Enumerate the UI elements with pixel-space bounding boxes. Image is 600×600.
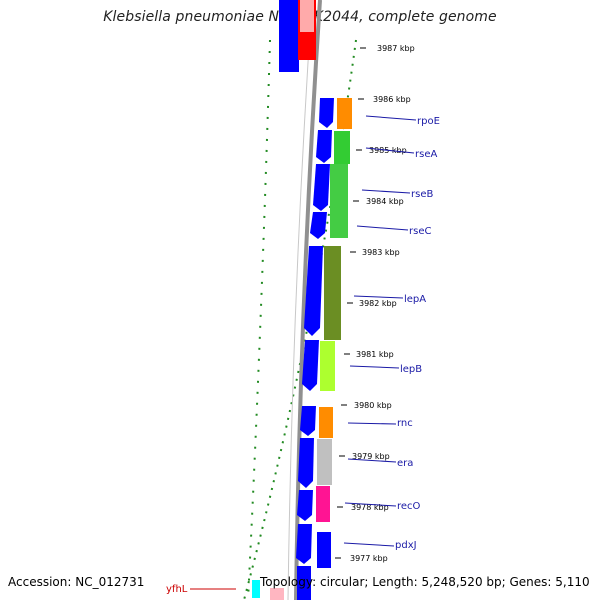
feature-block-top-pink (300, 0, 314, 32)
feature-pink (270, 588, 284, 600)
feature-cyan (252, 580, 260, 598)
gene-label-rseB[interactable]: rseB (411, 189, 433, 200)
cds-rseB (313, 164, 330, 211)
backbone-arc-inner (287, 0, 313, 600)
cds-lepA (304, 246, 323, 336)
tick-label: 3986 kbp (373, 95, 411, 104)
cds-rseC (310, 212, 327, 239)
gene-leaders (343, 115, 417, 547)
gene-label-lepA[interactable]: lepA (404, 294, 426, 305)
backbone-arc (294, 0, 322, 600)
gene-label-pdxJ[interactable]: pdxJ (395, 540, 417, 551)
tick-label: 3981 kbp (356, 350, 394, 359)
gene-label-recO[interactable]: recO (397, 501, 421, 512)
cds-recO (297, 490, 313, 521)
cds-era (298, 438, 314, 488)
gene-label-rseA[interactable]: rseA (415, 149, 437, 160)
genome-summary: Topology: circular; Length: 5,248,520 bp… (260, 575, 590, 589)
cds-bottom (297, 566, 311, 600)
cds-rnc (300, 406, 316, 436)
gene-label-era[interactable]: era (397, 458, 413, 469)
tick-label: 3979 kbp (352, 452, 390, 461)
gene-label-yfhL[interactable]: yfhL (166, 584, 188, 595)
tick-label: 3987 kbp (377, 44, 415, 53)
tick-label: 3980 kbp (354, 401, 392, 410)
scale-ticks (335, 47, 366, 559)
cds-strand2-top (317, 532, 331, 568)
tick-label: 3984 kbp (366, 197, 404, 206)
cds-pdxJ (296, 524, 312, 564)
tick-label: 3977 kbp (350, 554, 388, 563)
gene-label-lepB[interactable]: lepB (400, 364, 422, 375)
gene-label-rseC[interactable]: rseC (409, 226, 431, 237)
gene-label-rnc[interactable]: rnc (397, 418, 413, 429)
feature-block-top (279, 0, 299, 72)
tick-label: 3983 kbp (362, 248, 400, 257)
cds-lepB (302, 340, 319, 391)
gc-skew-inner-track (247, 39, 271, 600)
cog-track (316, 98, 352, 522)
tick-label: 3982 kbp (359, 299, 397, 308)
accession-text: Accession: NC_012731 (8, 575, 145, 589)
tick-label: 3978 kbp (351, 503, 389, 512)
gene-label-rpoE[interactable]: rpoE (417, 116, 440, 127)
cds-track (296, 98, 334, 600)
cds-rpoE (319, 98, 334, 128)
cds-rseA (316, 130, 332, 163)
